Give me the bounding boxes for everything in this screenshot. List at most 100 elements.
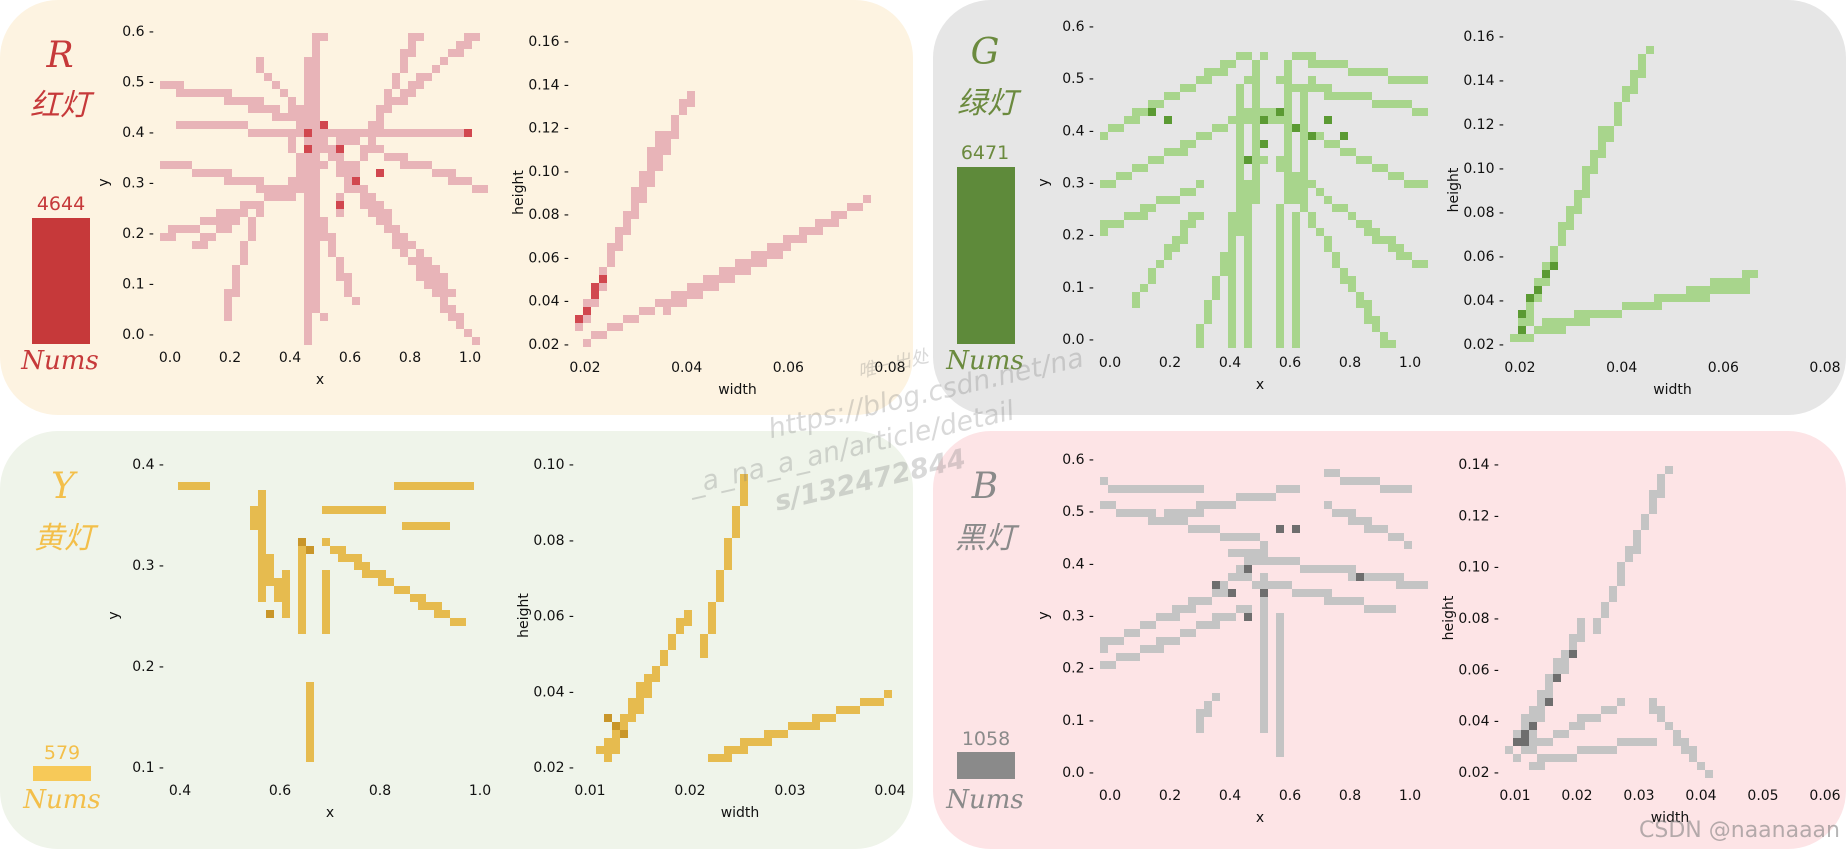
- heatmap-cell: [1534, 294, 1542, 302]
- heatmap-cell: [1545, 738, 1553, 746]
- heatmap-cell: [1236, 573, 1244, 581]
- heatmap-cell: [322, 626, 330, 634]
- heatmap-cell: [304, 305, 312, 313]
- heatmap-cell: [1268, 581, 1276, 589]
- heatmap-cell: [1308, 76, 1316, 84]
- heatmap-cell: [224, 305, 232, 313]
- heatmap-b-xy: 0.0 -0.1 -0.2 -0.3 -0.4 -0.5 -0.6 -0.0 0.…: [1036, 452, 1428, 826]
- heatmap-cell: [1212, 124, 1220, 132]
- heatmap-cell: [831, 219, 839, 227]
- heatmap-cell: [1300, 84, 1308, 92]
- heatmap-cell: [1300, 164, 1308, 172]
- heatmap-cell: [464, 329, 472, 337]
- heatmap-cell: [799, 235, 807, 243]
- heatmap-cell: [320, 129, 328, 137]
- heatmap-cell: [1196, 621, 1204, 629]
- heatmap-cell: [1212, 276, 1220, 284]
- heatmap-cell: [1590, 158, 1598, 166]
- heatmap-cell: [1593, 746, 1601, 754]
- heatmap-hot-cell: [464, 129, 472, 137]
- heatmap-cell: [1649, 738, 1657, 746]
- heatmap-cell: [1308, 589, 1316, 597]
- heatmap-cell: [1276, 645, 1284, 653]
- heatmap-cell: [1537, 738, 1545, 746]
- heatmap-cell: [448, 305, 456, 313]
- heatmap-cell: [1308, 212, 1316, 220]
- heatmap-cell: [1681, 738, 1689, 746]
- heatmap-cell: [1156, 100, 1164, 108]
- heatmap-cell: [1356, 477, 1364, 485]
- heatmap-cell: [1180, 188, 1188, 196]
- heatmap-cell: [424, 161, 432, 169]
- heatmap-cell: [764, 730, 772, 738]
- heatmap-cell: [200, 233, 208, 241]
- heatmap-cell: [1577, 618, 1585, 626]
- heatmap-cell: [1364, 156, 1372, 164]
- heatmap-cell: [224, 217, 232, 225]
- heatmap-cell: [248, 217, 256, 225]
- y-tick-label: 0.1 -: [1062, 280, 1094, 296]
- heatmap-cell: [312, 233, 320, 241]
- heatmap-cell: [338, 546, 346, 554]
- y-tick-label: 0.06 -: [1463, 249, 1504, 265]
- heatmap-cell: [647, 163, 655, 171]
- heatmap-hot-cell: [1340, 132, 1348, 140]
- heatmap-cell: [1156, 517, 1164, 525]
- heatmap-cell: [408, 33, 416, 41]
- heatmap-cell: [258, 522, 266, 530]
- heatmap-cell: [759, 251, 767, 259]
- heatmap-cell: [416, 33, 424, 41]
- heatmap-cell: [384, 225, 392, 233]
- heatmap-cell: [298, 554, 306, 562]
- x-axis-label: width: [718, 382, 757, 398]
- y-tick-label: 0.14 -: [528, 77, 569, 93]
- heatmap-cell: [434, 602, 442, 610]
- heatmap-cell: [402, 586, 410, 594]
- heatmap-cell: [1292, 324, 1300, 332]
- heatmap-cell: [815, 219, 823, 227]
- heatmap-cell: [1276, 268, 1284, 276]
- heatmap-cell: [394, 482, 402, 490]
- heatmap-cell: [1665, 466, 1673, 474]
- heatmap-cell: [1348, 276, 1356, 284]
- heatmap-cell: [400, 161, 408, 169]
- heatmap-cell: [322, 602, 330, 610]
- heatmap-cell: [1276, 116, 1284, 124]
- heatmap-cell: [1196, 725, 1204, 733]
- heatmap-cell: [1364, 517, 1372, 525]
- heatmap-cell: [1140, 621, 1148, 629]
- heatmap-cell: [1396, 485, 1404, 493]
- heatmap-cell: [1252, 68, 1260, 76]
- heatmap-cell: [1529, 714, 1537, 722]
- heatmap-cell: [1276, 228, 1284, 236]
- heatmap-cell: [623, 315, 631, 323]
- heatmap-cell: [304, 57, 312, 65]
- heatmap-cell: [1340, 276, 1348, 284]
- heatmap-hot-cell: [1534, 286, 1542, 294]
- heatmap-cell: [1292, 212, 1300, 220]
- heatmap-cell: [1412, 108, 1420, 116]
- heatmap-cell: [1348, 284, 1356, 292]
- heatmap-cell: [232, 209, 240, 217]
- heatmap-cell: [232, 289, 240, 297]
- heatmap-cell: [647, 171, 655, 179]
- y-tick-label: 0.1 -: [132, 760, 164, 776]
- heatmap-cell: [304, 185, 312, 193]
- heatmap-cell: [1388, 573, 1396, 581]
- x-tick-label: 0.05: [1747, 788, 1778, 804]
- heatmap-cell: [1657, 474, 1665, 482]
- heatmap-cell: [1260, 717, 1268, 725]
- heatmap-cell: [392, 97, 400, 105]
- heatmap-cell: [1116, 220, 1124, 228]
- heatmap-cell: [232, 273, 240, 281]
- heatmap-cell: [1742, 286, 1750, 294]
- heatmap-cell: [1276, 717, 1284, 725]
- heatmap-cell: [1204, 76, 1212, 84]
- heatmap-cell: [336, 137, 344, 145]
- count-red: 4644: [36, 193, 86, 215]
- letter-b: B: [971, 466, 999, 507]
- heatmap-cell: [1582, 182, 1590, 190]
- heatmap-cell: [1348, 565, 1356, 573]
- heatmap-cell: [655, 139, 663, 147]
- heatmap-cell: [288, 185, 296, 193]
